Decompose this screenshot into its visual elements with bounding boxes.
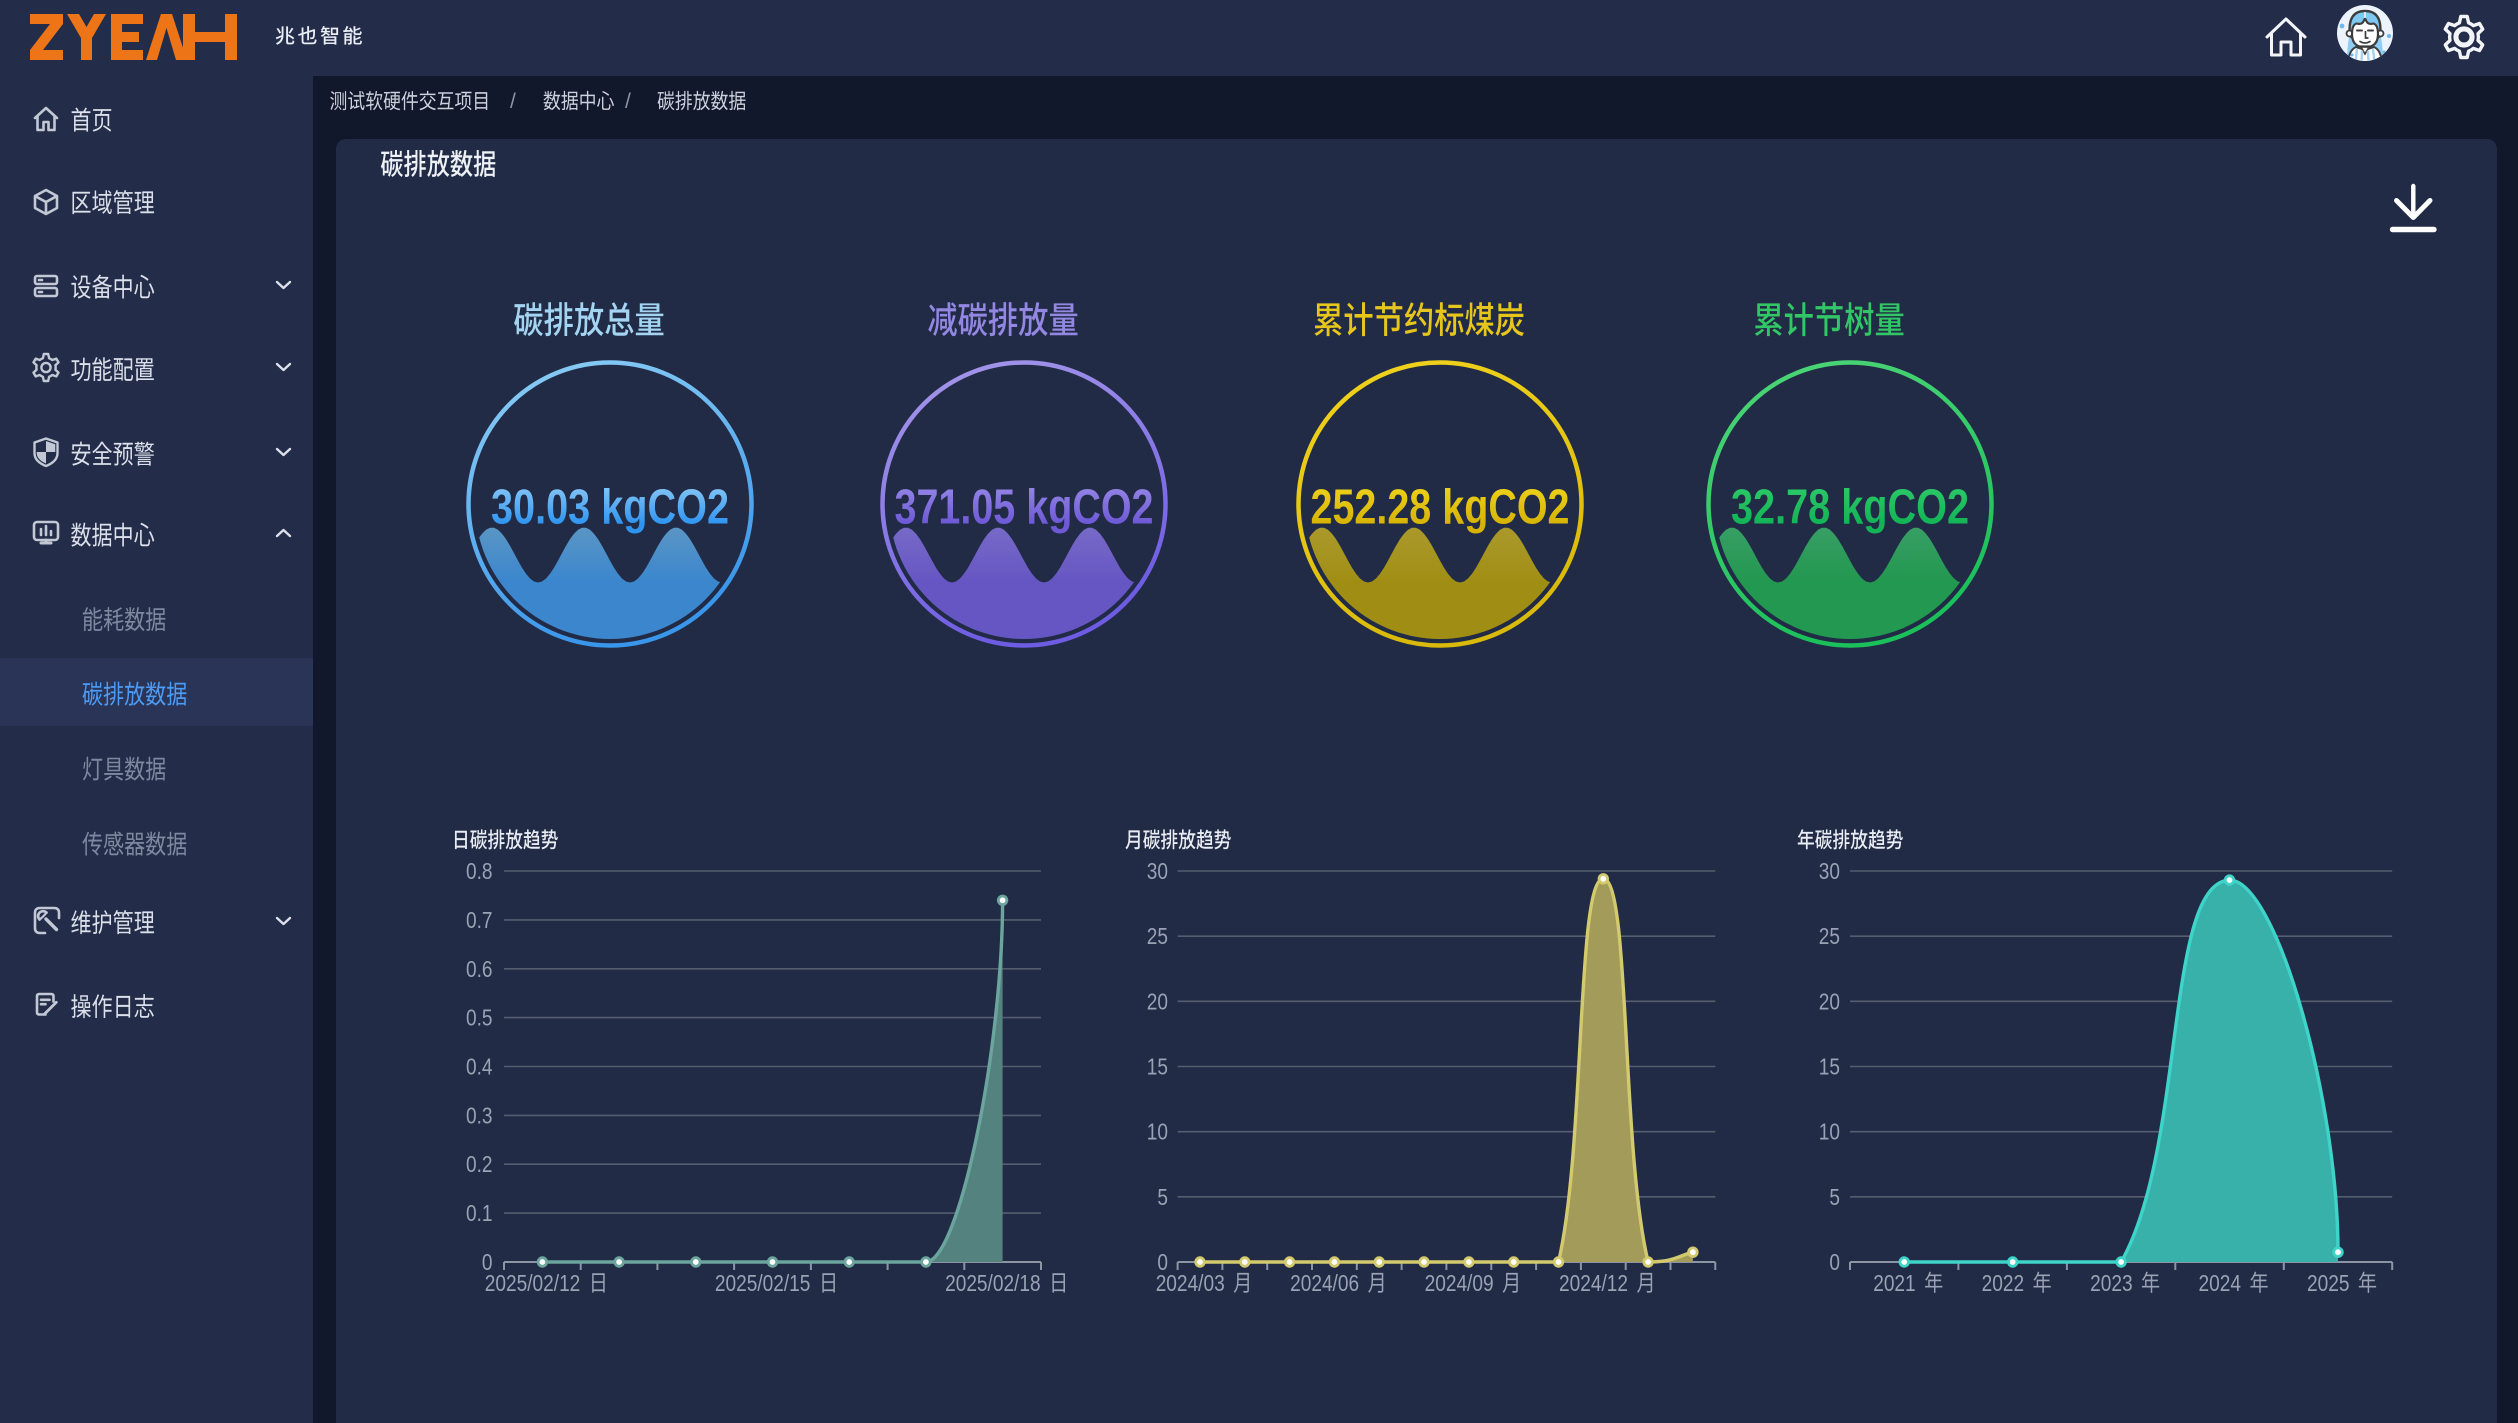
svg-text:32.78 kgCO2: 32.78 kgCO2 xyxy=(1731,481,1969,535)
svg-text:2023: 2023 xyxy=(2090,1270,2133,1296)
svg-text:0.2: 0.2 xyxy=(466,1151,493,1177)
svg-text:/: / xyxy=(510,90,516,113)
svg-text:2024/03: 2024/03 xyxy=(1156,1270,1225,1296)
svg-text:5: 5 xyxy=(1157,1184,1168,1210)
svg-text:30: 30 xyxy=(1819,858,1840,884)
svg-text:30.03 kgCO2: 30.03 kgCO2 xyxy=(491,481,729,535)
svg-text:0: 0 xyxy=(1157,1249,1168,1275)
svg-text:5: 5 xyxy=(1829,1184,1840,1210)
svg-text:0.5: 0.5 xyxy=(466,1005,493,1031)
svg-text:0.3: 0.3 xyxy=(466,1102,493,1128)
svg-text:2025/02/18: 2025/02/18 xyxy=(945,1270,1041,1296)
svg-text:20: 20 xyxy=(1147,988,1168,1014)
svg-text:25: 25 xyxy=(1147,923,1168,949)
svg-text:2024/09: 2024/09 xyxy=(1425,1270,1494,1296)
svg-text:0.4: 0.4 xyxy=(466,1054,493,1080)
svg-text:0.8: 0.8 xyxy=(466,858,493,884)
svg-text:2024/06: 2024/06 xyxy=(1290,1270,1359,1296)
svg-text:0.7: 0.7 xyxy=(466,907,493,933)
svg-text:2021: 2021 xyxy=(1873,1270,1916,1296)
svg-text:2024: 2024 xyxy=(2199,1270,2242,1296)
svg-text:0: 0 xyxy=(1829,1249,1840,1275)
svg-text:2025/02/15: 2025/02/15 xyxy=(715,1270,811,1296)
svg-text:25: 25 xyxy=(1819,923,1840,949)
svg-text:0: 0 xyxy=(482,1249,493,1275)
svg-text:2024/12: 2024/12 xyxy=(1559,1270,1628,1296)
svg-text:2025: 2025 xyxy=(2307,1270,2350,1296)
svg-text:30: 30 xyxy=(1147,858,1168,884)
svg-text:252.28 kgCO2: 252.28 kgCO2 xyxy=(1311,481,1570,535)
svg-text:10: 10 xyxy=(1819,1119,1840,1145)
svg-text:2025/02/12: 2025/02/12 xyxy=(485,1270,581,1296)
svg-text:0.6: 0.6 xyxy=(466,956,493,982)
svg-text:371.05 kgCO2: 371.05 kgCO2 xyxy=(895,481,1154,535)
svg-text:15: 15 xyxy=(1819,1054,1840,1080)
svg-text:10: 10 xyxy=(1147,1119,1168,1145)
svg-text:0.1: 0.1 xyxy=(466,1200,493,1226)
svg-text:/: / xyxy=(625,90,631,113)
svg-text:20: 20 xyxy=(1819,988,1840,1014)
svg-text:15: 15 xyxy=(1147,1054,1168,1080)
svg-text:2022: 2022 xyxy=(1982,1270,2025,1296)
